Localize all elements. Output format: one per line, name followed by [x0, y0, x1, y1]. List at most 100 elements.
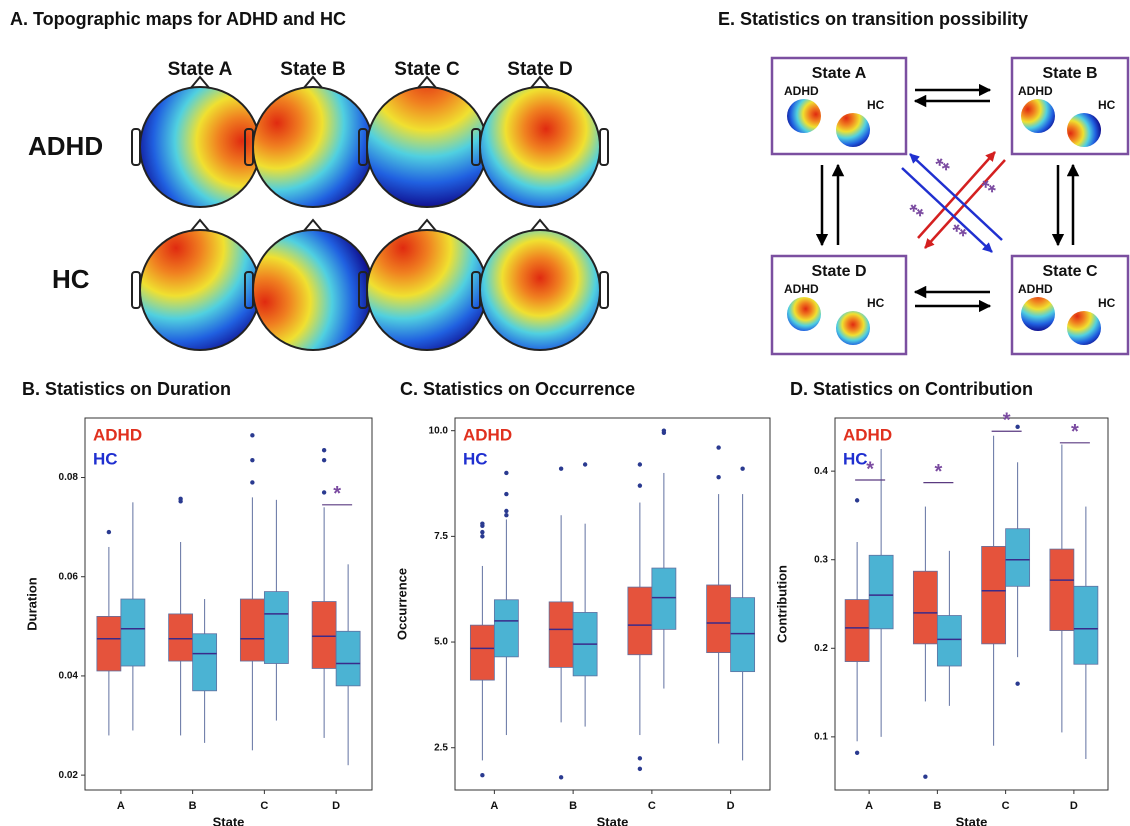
x-tick-label: C [648, 800, 656, 812]
box [264, 592, 288, 664]
y-tick-label: 0.3 [814, 554, 828, 565]
outlier [178, 497, 182, 501]
scalp [367, 230, 487, 350]
y-tick-label: 0.4 [814, 466, 828, 477]
panel-title: A. Topographic maps for ADHD and HC [10, 9, 346, 29]
x-tick-label: B [189, 800, 197, 812]
outlier [1015, 682, 1019, 686]
y-tick-label: 7.5 [434, 531, 448, 542]
y-tick-label: 0.08 [59, 472, 79, 483]
outlier [480, 773, 484, 777]
group-label: ADHD [784, 282, 819, 296]
outlier [559, 775, 563, 779]
outlier [662, 428, 666, 432]
y-tick-label: 0.02 [59, 770, 79, 781]
outlier [638, 767, 642, 771]
box [1050, 549, 1074, 630]
scalp [480, 230, 600, 350]
box [169, 614, 193, 661]
outlier [250, 458, 254, 462]
group-label: HC [1098, 98, 1116, 112]
y-tick-label: 10.0 [429, 425, 449, 436]
scalp [836, 113, 870, 147]
x-axis-label: State [597, 814, 629, 826]
scalp [787, 297, 821, 331]
ear [600, 129, 608, 165]
significance-label: ** [928, 154, 954, 181]
scalp [836, 311, 870, 345]
topomap [245, 220, 381, 350]
topomap [132, 220, 268, 350]
significance-label: * [1071, 421, 1079, 443]
box [470, 625, 494, 680]
ear [600, 272, 608, 308]
outlier [504, 509, 508, 513]
outlier [322, 490, 326, 494]
outlier [559, 467, 563, 471]
outlier [250, 480, 254, 484]
significance-label: ** [902, 200, 928, 227]
outlier [322, 448, 326, 452]
y-tick-label: 0.2 [814, 643, 828, 654]
y-tick-label: 0.1 [814, 731, 828, 742]
box [937, 616, 961, 666]
box [982, 546, 1006, 643]
y-tick-label: 0.06 [59, 571, 79, 582]
outlier [638, 462, 642, 466]
box [1006, 529, 1030, 587]
box [336, 631, 360, 686]
group-label: HC [867, 98, 885, 112]
legend-label: HC [93, 449, 118, 468]
y-tick-label: 5.0 [434, 637, 448, 648]
x-tick-label: D [1070, 800, 1078, 812]
y-axis-label: Contribution [774, 565, 789, 643]
scalp [1067, 113, 1101, 147]
scalp [787, 99, 821, 133]
topomap [787, 99, 821, 133]
outlier [923, 775, 927, 779]
significance-label: * [934, 461, 942, 483]
outlier [716, 475, 720, 479]
outlier [480, 521, 484, 525]
box [121, 599, 145, 666]
scalp [140, 230, 260, 350]
scalp [253, 87, 373, 207]
group-label: ADHD [1018, 282, 1053, 296]
x-tick-label: B [933, 800, 941, 812]
outlier [740, 467, 744, 471]
y-axis-label: Occurrence [394, 568, 409, 640]
topomap [836, 311, 870, 345]
outlier [250, 433, 254, 437]
state-label: State A [812, 65, 867, 82]
outlier [504, 471, 508, 475]
box [707, 585, 731, 653]
topomap [472, 220, 608, 350]
topomap [472, 77, 608, 207]
x-tick-label: A [490, 800, 498, 812]
x-tick-label: C [1002, 800, 1010, 812]
outlier [504, 492, 508, 496]
scalp [253, 230, 373, 350]
significance-label: * [333, 483, 341, 505]
significance-label: ** [974, 176, 1000, 203]
legend-label: ADHD [843, 425, 892, 444]
scalp [140, 87, 260, 207]
box [97, 616, 121, 671]
topomap [1067, 113, 1101, 147]
scalp [367, 87, 487, 207]
x-tick-label: B [569, 800, 577, 812]
box [869, 555, 893, 629]
scalp [1067, 311, 1101, 345]
group-label: ADHD [784, 84, 819, 98]
x-tick-label: D [727, 800, 735, 812]
chart-title: C. Statistics on Occurrence [400, 379, 635, 399]
box [731, 598, 755, 672]
outlier [583, 462, 587, 466]
box [845, 600, 869, 662]
box [628, 587, 652, 655]
topomap [1067, 311, 1101, 345]
x-tick-label: A [865, 800, 873, 812]
topomap [787, 297, 821, 331]
outlier [638, 756, 642, 760]
state-label: State D [811, 263, 866, 280]
